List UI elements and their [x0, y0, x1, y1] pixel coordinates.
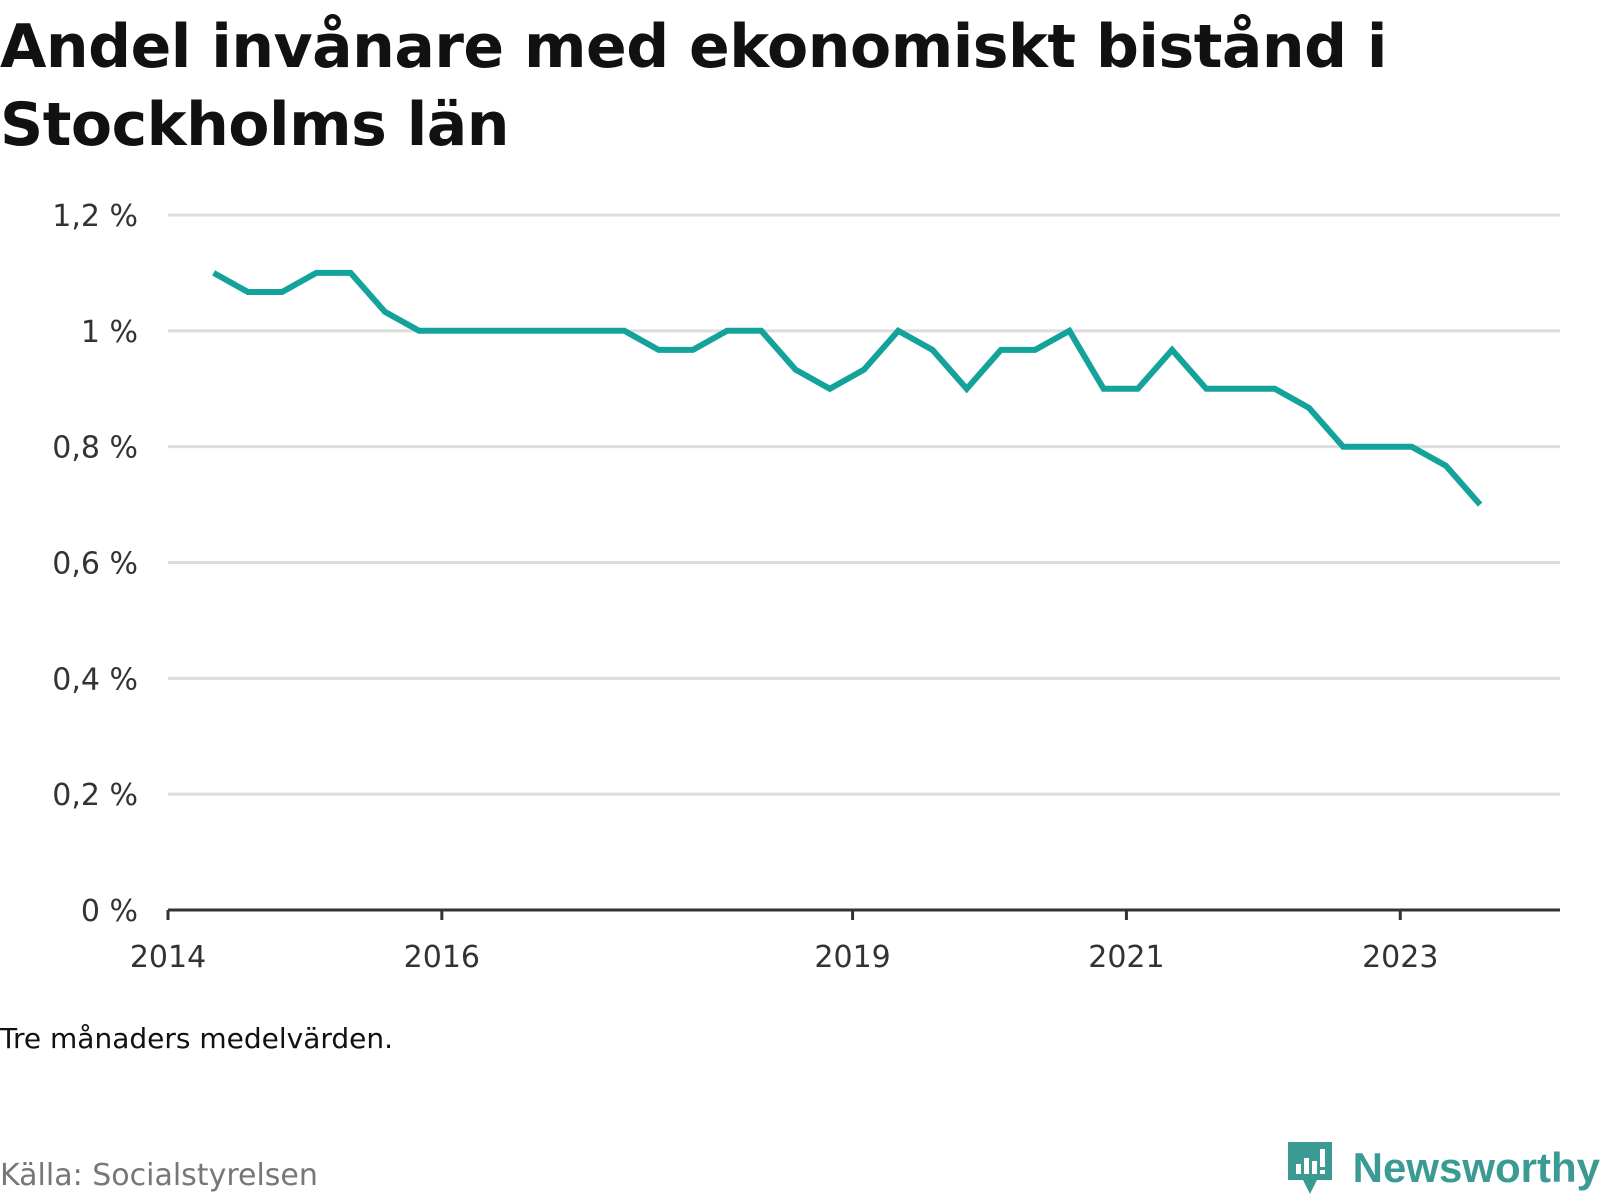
y-tick-label: 0,4 % — [52, 662, 138, 697]
newsworthy-logo-icon — [1287, 1142, 1332, 1194]
x-tick-label: 2023 — [1362, 940, 1438, 975]
gridlines — [168, 213, 1560, 796]
x-tick-label: 2016 — [404, 940, 480, 975]
x-tick-label: 2019 — [814, 940, 890, 975]
line-chart: 0 % 0,2 % 0,4 % 0,6 % 0,8 % 1 % 1,2 % 2014 2016… — [52, 199, 1560, 975]
brand-name: Newsworthy — [1352, 1144, 1600, 1191]
series-layer — [212, 269, 1483, 507]
series-line — [212, 269, 1483, 507]
y-tick-label: 1,2 % — [52, 199, 138, 234]
x-tick-label: 2021 — [1088, 940, 1164, 975]
x-tick-label: 2014 — [130, 940, 206, 975]
chart-title: Andel invånare med ekonomiskt bistånd i … — [0, 12, 1387, 160]
y-tick-label: 0,8 % — [52, 431, 138, 466]
chart-note: Tre månaders medelvärden. — [0, 1022, 394, 1055]
y-tick-label: 0,6 % — [52, 547, 138, 582]
source-credit: Källa: Socialstyrelsen — [0, 1158, 318, 1193]
y-axis-ticks: 0 % 0,2 % 0,4 % 0,6 % 0,8 % 1 % 1,2 % — [52, 199, 138, 929]
y-tick-label: 0 % — [81, 894, 138, 929]
y-tick-label: 1 % — [81, 315, 138, 350]
brand-logo[interactable]: Newsworthy — [1285, 1140, 1600, 1196]
y-tick-label: 0,2 % — [52, 778, 138, 813]
x-axis: 2014 2016 2019 2021 2023 — [130, 908, 1560, 975]
